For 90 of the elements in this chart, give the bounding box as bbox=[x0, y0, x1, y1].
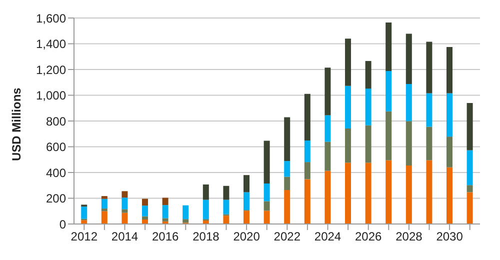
bar bbox=[244, 175, 250, 192]
bar bbox=[446, 136, 453, 168]
bar bbox=[264, 201, 270, 211]
bar bbox=[386, 22, 392, 72]
y-tick-label: 1,000 bbox=[36, 88, 66, 103]
bar bbox=[386, 71, 392, 112]
x-tick-label: 2028 bbox=[396, 230, 423, 244]
bar bbox=[162, 198, 168, 206]
bar bbox=[345, 162, 352, 224]
bar bbox=[426, 126, 432, 160]
bar bbox=[142, 206, 148, 216]
y-tick-label: 1,200 bbox=[36, 62, 66, 77]
bar bbox=[426, 42, 432, 94]
x-tick-label: 2014 bbox=[111, 230, 138, 244]
x-tick-label: 2020 bbox=[233, 230, 260, 244]
bar bbox=[406, 121, 412, 166]
bar bbox=[223, 216, 230, 224]
y-tick-label: 800 bbox=[46, 114, 66, 128]
x-tick-label: 2016 bbox=[152, 230, 180, 244]
bar bbox=[264, 140, 270, 184]
bar bbox=[365, 162, 372, 224]
bar bbox=[324, 115, 331, 142]
bar bbox=[466, 185, 473, 192]
bar bbox=[182, 205, 189, 220]
bar bbox=[446, 167, 453, 224]
bar bbox=[304, 162, 310, 180]
bar bbox=[446, 46, 453, 94]
bar bbox=[101, 198, 108, 209]
bar bbox=[345, 128, 352, 163]
bar bbox=[101, 196, 108, 199]
bar bbox=[284, 176, 290, 190]
bar bbox=[284, 161, 290, 177]
bar bbox=[426, 93, 432, 127]
bar bbox=[365, 125, 372, 163]
bar bbox=[324, 142, 331, 171]
bar bbox=[365, 61, 372, 89]
bar bbox=[122, 198, 128, 210]
bar bbox=[202, 200, 209, 220]
y-tick-label: 1,400 bbox=[36, 37, 66, 52]
bar bbox=[244, 210, 250, 224]
bar bbox=[324, 68, 331, 116]
bar bbox=[304, 179, 310, 224]
bar bbox=[406, 84, 412, 122]
bar bbox=[81, 220, 88, 224]
bar bbox=[244, 192, 250, 210]
bar bbox=[223, 200, 230, 214]
x-tick-label: 2022 bbox=[274, 230, 301, 244]
bar bbox=[345, 38, 352, 86]
bar bbox=[466, 192, 473, 224]
x-tick-label: 2026 bbox=[355, 230, 382, 244]
bar bbox=[142, 216, 148, 220]
y-tick-label: 400 bbox=[46, 166, 66, 180]
bar bbox=[386, 160, 392, 224]
bar bbox=[122, 212, 128, 224]
bar bbox=[162, 205, 168, 218]
y-axis-title: USD Millions bbox=[9, 87, 24, 161]
bar bbox=[122, 209, 128, 213]
bar bbox=[365, 88, 372, 126]
y-tick-label: 200 bbox=[46, 192, 66, 206]
x-tick-label: 2024 bbox=[314, 230, 342, 244]
bar bbox=[202, 184, 209, 200]
bar bbox=[101, 208, 108, 212]
bar bbox=[406, 34, 412, 84]
bar bbox=[81, 206, 88, 219]
bar bbox=[324, 170, 331, 224]
bar bbox=[345, 86, 352, 128]
y-tick-label: 0 bbox=[59, 217, 66, 232]
bar bbox=[466, 150, 473, 186]
bar bbox=[304, 94, 310, 140]
x-tick-label: 2018 bbox=[192, 230, 220, 244]
y-tick-label: 600 bbox=[46, 140, 66, 154]
bar bbox=[223, 186, 230, 200]
bar bbox=[142, 198, 148, 206]
bar bbox=[466, 102, 473, 150]
x-tick-label: 2030 bbox=[436, 230, 464, 244]
bar bbox=[101, 211, 108, 224]
y-tick-label: 1,600 bbox=[36, 11, 66, 26]
bar bbox=[264, 183, 270, 202]
bar bbox=[446, 93, 453, 137]
bar bbox=[386, 111, 392, 160]
bar bbox=[284, 190, 290, 224]
bar bbox=[304, 140, 310, 162]
x-tick-label: 2012 bbox=[70, 230, 98, 244]
bar bbox=[182, 219, 189, 223]
bar bbox=[264, 210, 270, 224]
bar bbox=[406, 166, 412, 224]
bar bbox=[162, 218, 168, 222]
bar bbox=[284, 117, 290, 162]
bar bbox=[122, 191, 128, 198]
bar bbox=[426, 160, 432, 224]
